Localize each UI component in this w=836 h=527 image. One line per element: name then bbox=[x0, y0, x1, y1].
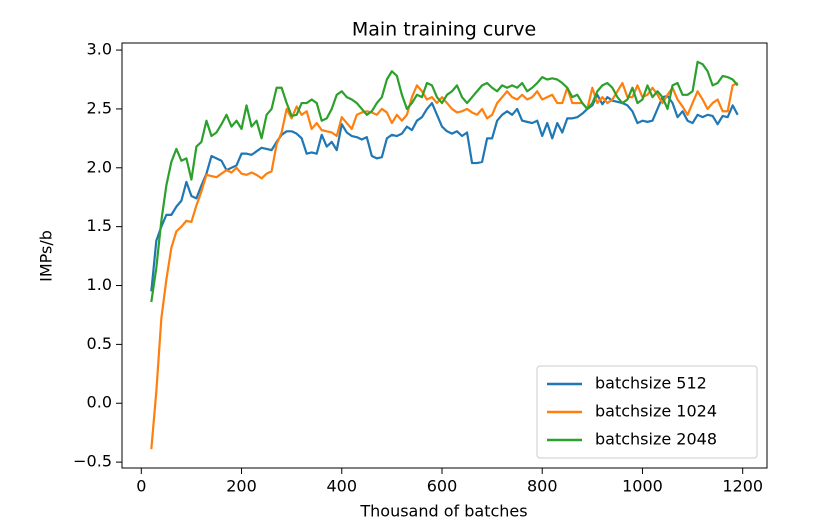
y-tick-label: 3.0 bbox=[87, 40, 112, 59]
x-tick-label: 0 bbox=[136, 477, 146, 496]
x-axis-label: Thousand of batches bbox=[359, 502, 527, 521]
x-tick-label: 800 bbox=[527, 477, 558, 496]
y-axis-label: IMPs/b bbox=[37, 230, 56, 282]
x-tick-label: 1000 bbox=[622, 477, 663, 496]
y-tick-label: 0.5 bbox=[87, 334, 112, 353]
x-tick-label: 400 bbox=[326, 477, 357, 496]
series-line bbox=[150, 60, 739, 303]
plot-frame bbox=[121, 42, 768, 469]
legend-label: batchsize 512 bbox=[595, 374, 707, 393]
y-tick-label: 0.0 bbox=[87, 393, 112, 412]
x-tick-label: 1200 bbox=[722, 477, 763, 496]
legend-label: batchsize 2048 bbox=[595, 430, 717, 449]
y-tick-label: 1.0 bbox=[87, 275, 112, 294]
legend-box bbox=[536, 365, 758, 459]
y-tick-label: −0.5 bbox=[73, 452, 112, 471]
x-tick-label: 600 bbox=[427, 477, 458, 496]
y-tick-label: 2.5 bbox=[87, 98, 112, 117]
y-tick-label: 2.0 bbox=[87, 157, 112, 176]
x-tick-label: 200 bbox=[226, 477, 257, 496]
series-line bbox=[150, 93, 739, 292]
y-tick-label: 1.5 bbox=[87, 216, 112, 235]
legend-label: batchsize 1024 bbox=[595, 402, 717, 421]
chart-title: Main training curve bbox=[352, 19, 536, 41]
